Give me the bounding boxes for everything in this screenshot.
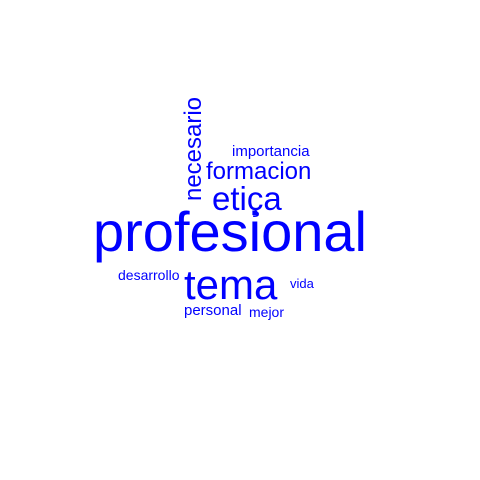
word-desarrollo: desarrollo xyxy=(118,267,180,283)
word-vida: vida xyxy=(290,276,314,291)
word-necesario: necesario xyxy=(180,96,207,202)
word-mejor: mejor xyxy=(249,304,285,320)
word-profesional: profesional xyxy=(93,200,367,263)
word-etica: etiça xyxy=(212,180,282,217)
word-importancia: importancia xyxy=(232,143,310,160)
word-formacion: formacion xyxy=(206,158,312,185)
word-tema: tema xyxy=(184,261,278,308)
word-personal: personal xyxy=(184,302,242,319)
